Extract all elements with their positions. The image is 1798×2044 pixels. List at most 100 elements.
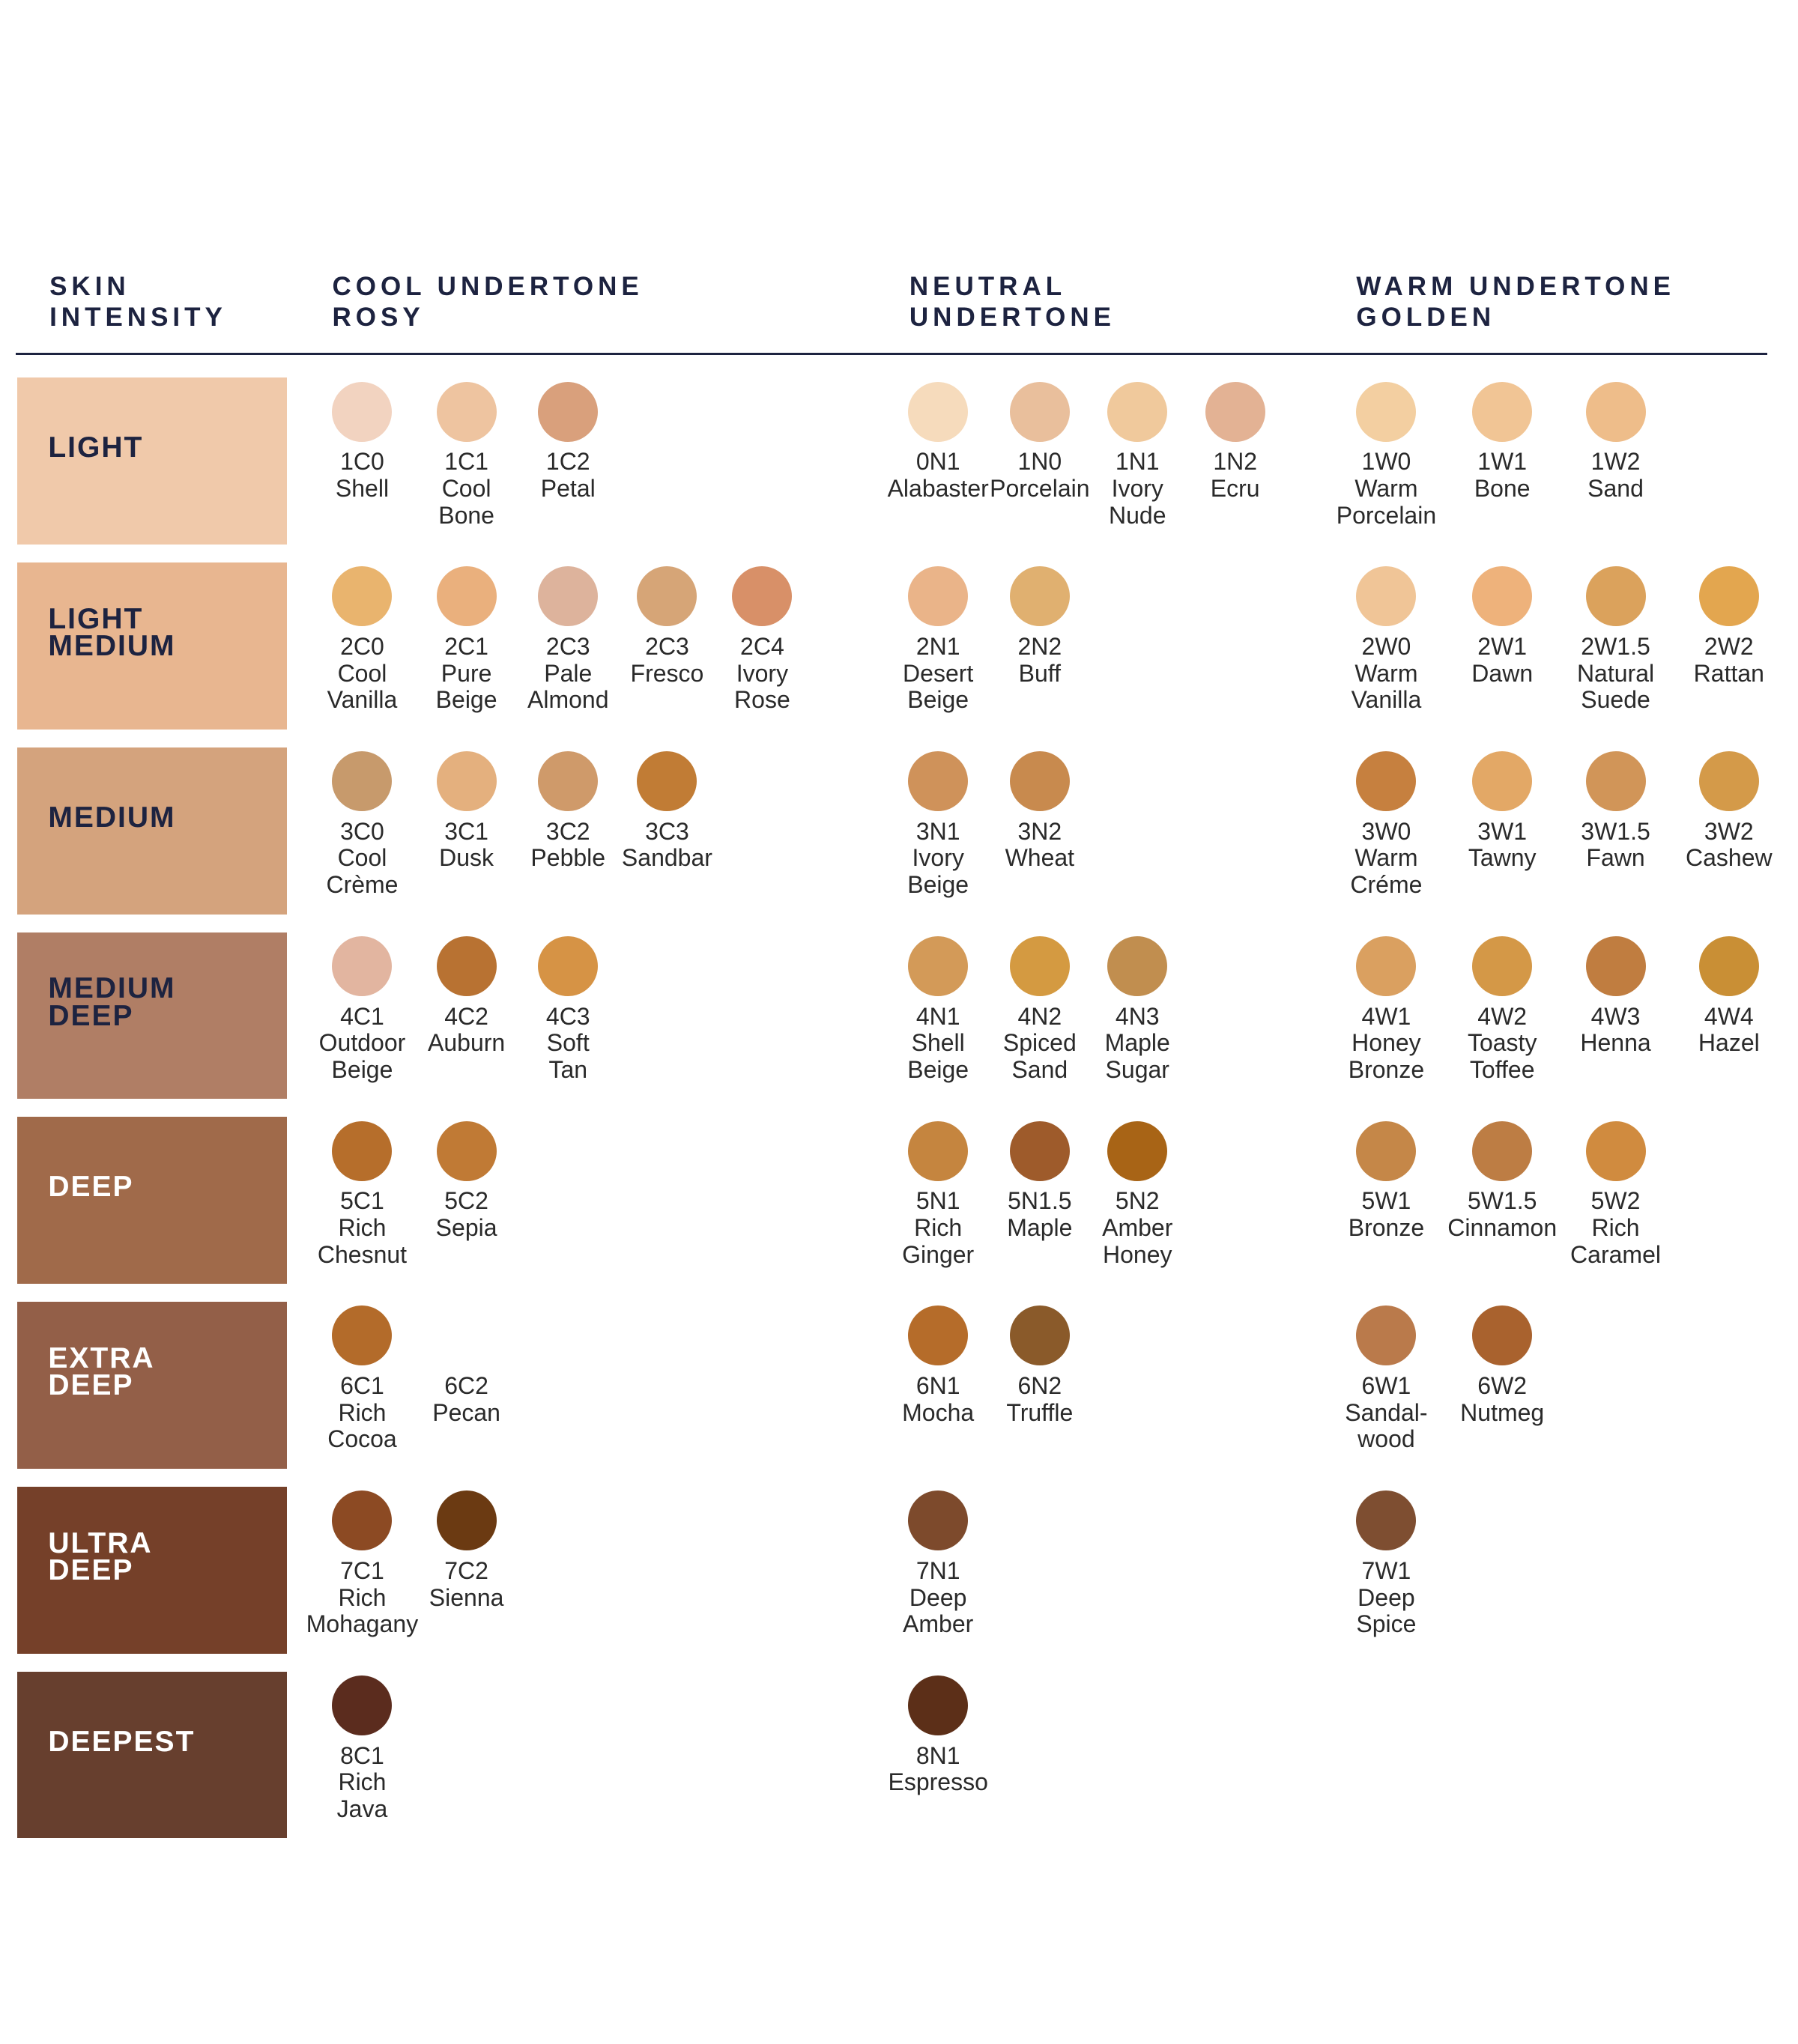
shade-swatch bbox=[908, 751, 969, 812]
column-header: UNDERTONE bbox=[909, 303, 1116, 333]
shade-swatch bbox=[1472, 566, 1533, 627]
shade-code: 4N2 bbox=[1017, 1002, 1062, 1030]
shade-code: 8C1 bbox=[340, 1741, 384, 1769]
shade-swatch bbox=[1107, 935, 1168, 996]
shade-swatch bbox=[332, 1490, 393, 1551]
shade-name: Outdoor bbox=[318, 1029, 406, 1057]
shade-swatch bbox=[538, 566, 599, 627]
shade-name: Cool bbox=[337, 659, 387, 687]
shade-swatch bbox=[732, 566, 793, 627]
shade-swatch bbox=[436, 935, 497, 996]
shade-name: Dusk bbox=[439, 844, 494, 872]
shade-name: Spiced bbox=[1002, 1029, 1077, 1057]
column-header: ROSY bbox=[332, 303, 425, 333]
shade-name: Cool bbox=[337, 844, 387, 872]
shade-code: 7C2 bbox=[444, 1556, 488, 1584]
shade-name: Suede bbox=[1581, 686, 1650, 714]
shade-code: 4C2 bbox=[444, 1002, 488, 1030]
shade-swatch bbox=[436, 566, 497, 627]
intensity-box bbox=[16, 1671, 287, 1839]
shade-name: Henna bbox=[1580, 1029, 1651, 1057]
shade-swatch bbox=[1356, 566, 1417, 627]
shade-name: Truffle bbox=[1006, 1398, 1074, 1426]
shade-name: Beige bbox=[435, 686, 497, 714]
shade-swatch bbox=[1472, 751, 1533, 812]
shade-name: Cashew bbox=[1686, 844, 1773, 872]
shade-name: Java bbox=[336, 1795, 388, 1823]
shade-swatch bbox=[1585, 381, 1646, 442]
shade-code: 2C0 bbox=[340, 633, 384, 661]
shade-swatch bbox=[1009, 935, 1070, 996]
shade-name: Fresco bbox=[630, 659, 704, 687]
shade-name: Cinnamon bbox=[1447, 1214, 1558, 1242]
shade-name: Sepia bbox=[435, 1214, 497, 1242]
shade-swatch bbox=[908, 1675, 969, 1736]
column-header: GOLDEN bbox=[1356, 303, 1496, 333]
shade-code: 3C2 bbox=[545, 817, 590, 845]
intensity-label: LIGHT bbox=[48, 602, 144, 635]
shade-name: Cool bbox=[441, 474, 491, 502]
shade-name: Rose bbox=[734, 686, 790, 714]
shade-swatch bbox=[908, 1490, 969, 1551]
shade-swatch bbox=[1472, 1120, 1533, 1181]
shade-code: 2W1.5 bbox=[1581, 633, 1650, 661]
shade-name: Fawn bbox=[1586, 844, 1645, 872]
shade-swatch bbox=[436, 381, 497, 442]
intensity-label: DEEP bbox=[48, 999, 134, 1032]
shade-name: Hazel bbox=[1698, 1029, 1760, 1057]
shade-code: 1W0 bbox=[1361, 448, 1411, 476]
shade-name: Amber bbox=[903, 1610, 974, 1638]
shade-code: 5W2 bbox=[1590, 1187, 1641, 1215]
shade-name: Shell bbox=[911, 1029, 965, 1057]
shade-code: 8N1 bbox=[915, 1741, 960, 1769]
shade-name: Ecru bbox=[1210, 474, 1260, 502]
shade-name: Cocoa bbox=[327, 1425, 397, 1453]
shade-name: Beige bbox=[907, 871, 969, 899]
shade-name: Tawny bbox=[1468, 844, 1537, 872]
shade-name: Alabaster bbox=[887, 474, 989, 502]
shade-code: 2C3 bbox=[545, 633, 590, 661]
shade-swatch bbox=[436, 1490, 497, 1551]
shade-code: 2W1 bbox=[1477, 633, 1528, 661]
intensity-box bbox=[16, 377, 287, 545]
shade-name: Rich bbox=[914, 1214, 963, 1242]
column-header: NEUTRAL bbox=[909, 271, 1067, 301]
shade-name: Nude bbox=[1109, 501, 1166, 529]
shade-code: 1W1 bbox=[1477, 448, 1528, 476]
shade-code: 3W1.5 bbox=[1581, 817, 1650, 845]
shade-name: Wheat bbox=[1005, 844, 1075, 872]
shade-code: 6W1 bbox=[1361, 1372, 1411, 1400]
shade-code: 4W1 bbox=[1361, 1002, 1411, 1030]
shade-name: Rich bbox=[338, 1768, 387, 1796]
shade-code: 3W2 bbox=[1704, 817, 1754, 845]
shade-code: 0N1 bbox=[915, 448, 960, 476]
intensity-box bbox=[16, 932, 287, 1100]
shade-code: 1W2 bbox=[1590, 448, 1641, 476]
shade-name: Bone bbox=[438, 501, 494, 529]
shade-name: Ivory bbox=[1111, 474, 1163, 502]
shade-swatch bbox=[332, 566, 393, 627]
shade-code: 5W1.5 bbox=[1467, 1187, 1537, 1215]
shade-swatch bbox=[1585, 935, 1646, 996]
intensity-label: DEEP bbox=[48, 1554, 134, 1587]
intensity-label: MEDIUM bbox=[48, 630, 176, 663]
shade-name: Rich bbox=[1591, 1214, 1640, 1242]
shade-code: 2W0 bbox=[1361, 633, 1411, 661]
shade-code: 5C2 bbox=[444, 1187, 488, 1215]
shade-swatch bbox=[637, 751, 697, 812]
shade-name: Tan bbox=[548, 1055, 588, 1083]
shade-swatch bbox=[908, 1305, 969, 1366]
shade-name: Deep bbox=[909, 1583, 967, 1611]
shade-name: Vanilla bbox=[1351, 686, 1422, 714]
shade-name: Caramel bbox=[1570, 1240, 1661, 1268]
shade-name: Rich bbox=[338, 1398, 387, 1426]
shade-swatch bbox=[1009, 751, 1070, 812]
shade-code: 2C1 bbox=[444, 633, 488, 661]
shade-name: Pebble bbox=[530, 844, 606, 872]
shade-code: 4W3 bbox=[1590, 1002, 1641, 1030]
shade-code: 5N1.5 bbox=[1008, 1187, 1072, 1215]
shade-name: Porcelain bbox=[1336, 501, 1437, 529]
shade-swatch bbox=[332, 751, 393, 812]
shade-name: Porcelain bbox=[990, 474, 1090, 502]
shade-name: Bone bbox=[1474, 474, 1531, 502]
